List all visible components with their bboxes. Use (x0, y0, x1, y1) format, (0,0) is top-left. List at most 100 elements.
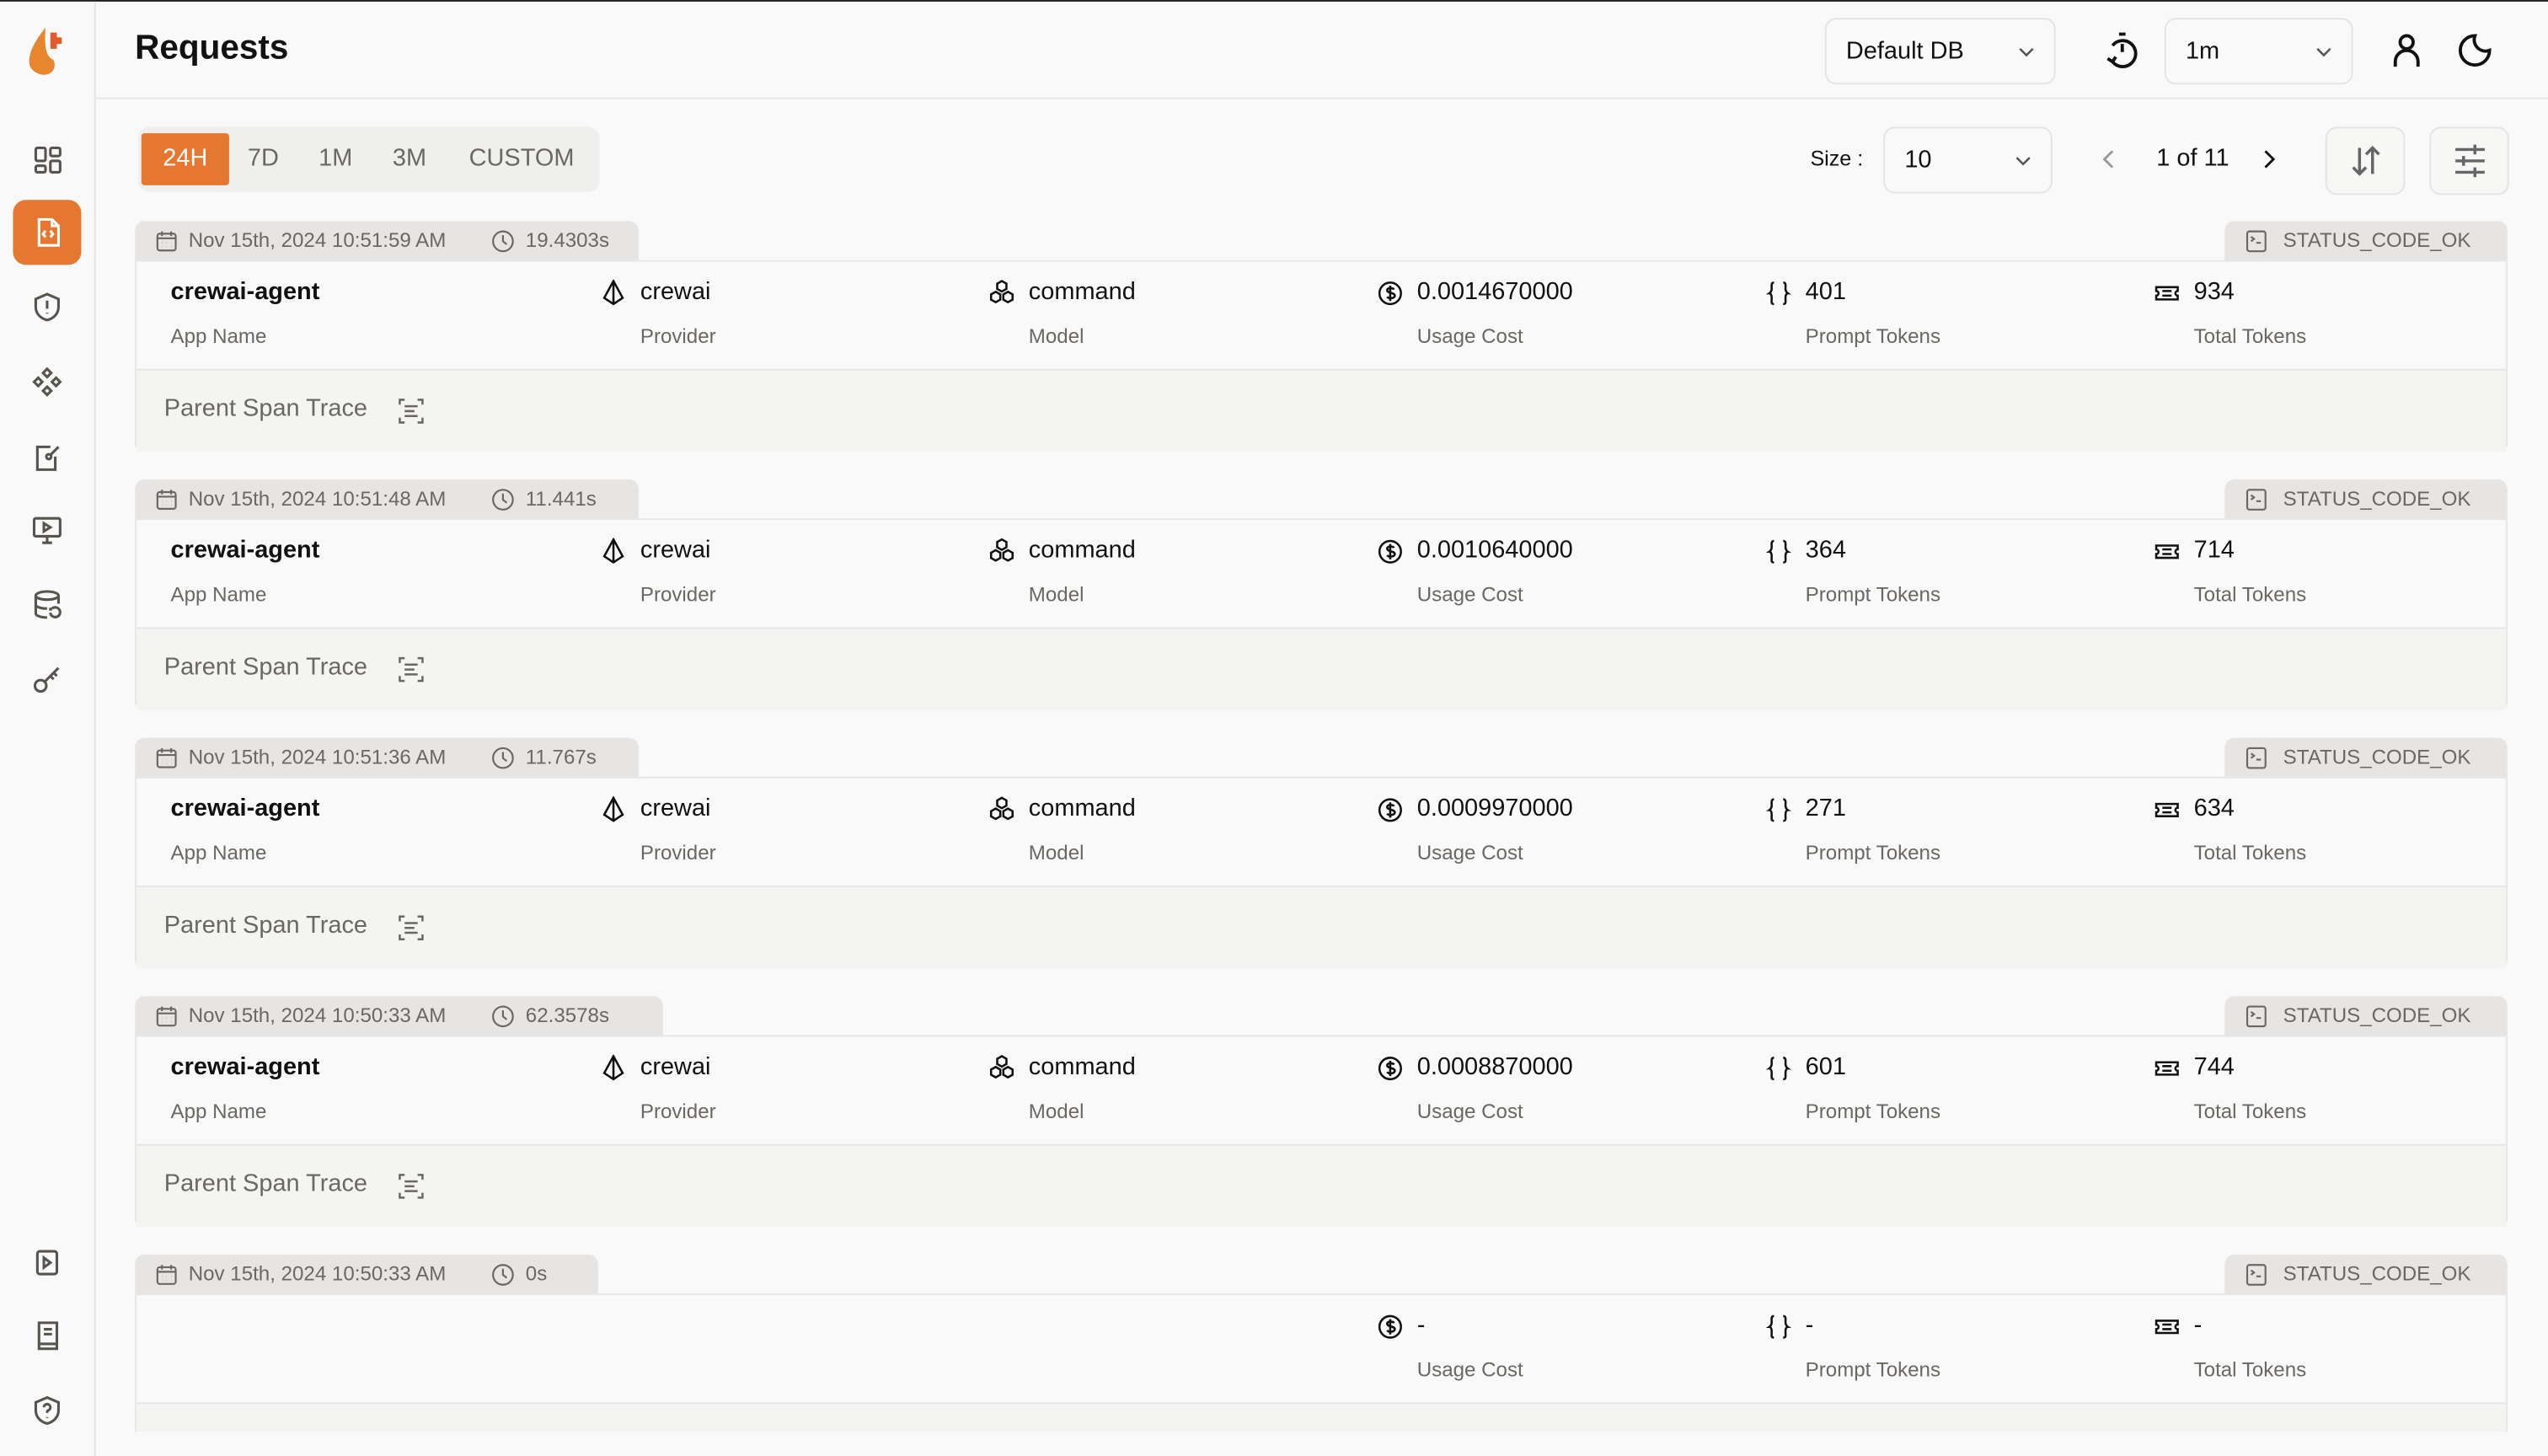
model-label: Model (1028, 1100, 1084, 1123)
database-icon (34, 590, 62, 619)
request-timestamp: Nov 15th, 2024 10:51:48 AM (188, 487, 447, 511)
parent-span-trace[interactable]: Parent Span Trace (136, 886, 2506, 969)
tab-3m[interactable]: 3M (392, 144, 427, 173)
prompt-tokens-value: 601 (1805, 1052, 1846, 1081)
sidebar-item-database[interactable] (13, 572, 81, 637)
parent-span-trace-label: Parent Span Trace (163, 394, 368, 423)
dark-mode-moon-icon[interactable] (2455, 31, 2494, 70)
request-card[interactable]: Nov 15th, 2024 10:50:33 AM 62.3578s STATU… (135, 996, 2508, 1228)
database-select[interactable]: Default DB (1824, 18, 2056, 85)
sort-button[interactable] (2325, 126, 2406, 195)
scan-text-icon[interactable] (399, 915, 425, 941)
request-timestamp: Nov 15th, 2024 10:51:59 AM (188, 228, 447, 252)
size-label: Size : (1810, 146, 1864, 171)
request-timestamp: Nov 15th, 2024 10:51:36 AM (188, 746, 447, 769)
app-name-value: crewai-agent (170, 277, 320, 306)
ticket-icon (2155, 286, 2179, 301)
refresh-interval-select[interactable]: 1m (2164, 18, 2353, 85)
parent-span-trace[interactable]: Parent Span Trace (136, 627, 2506, 710)
sidebar-item-dashboard[interactable] (13, 126, 81, 191)
request-meta-tab: Nov 15th, 2024 10:50:33 AM 0s (135, 1254, 598, 1294)
parent-span-trace-label: Parent Span Trace (164, 1428, 367, 1432)
tab-24h[interactable]: 24H (141, 133, 229, 185)
scan-text-icon[interactable] (399, 399, 425, 425)
usage-cost-label: Usage Cost (1416, 1358, 1523, 1382)
app-name-label: App Name (170, 583, 267, 607)
sliders-icon (2454, 144, 2484, 178)
provider-value: crewai (640, 795, 711, 822)
sidebar-item-requests[interactable] (13, 200, 82, 265)
request-timestamp: Nov 15th, 2024 10:50:33 AM (188, 1004, 447, 1027)
ticket-icon (2155, 1320, 2179, 1335)
model-icon (989, 280, 1014, 304)
tab-custom[interactable]: CUSTOM (468, 144, 575, 173)
request-duration: 0s (525, 1262, 548, 1286)
model-label: Model (1028, 842, 1084, 865)
filter-settings-button[interactable] (2429, 126, 2509, 195)
total-tokens-label: Total Tokens (2193, 324, 2307, 348)
sidebar-item-shield-question[interactable] (13, 1378, 81, 1443)
request-card[interactable]: Nov 15th, 2024 10:50:33 AM 0s STATUS_CODE… (135, 1254, 2508, 1432)
total-tokens-value: - (2193, 1311, 2203, 1340)
page-indicator: 1 of 11 (2156, 144, 2230, 173)
dollar-circle-icon (1378, 1314, 1402, 1339)
user-icon[interactable] (2387, 31, 2426, 70)
auto-refresh-icon[interactable] (2103, 31, 2142, 70)
parent-span-trace[interactable]: Parent Span Trace (136, 1143, 2506, 1228)
request-card[interactable]: Nov 15th, 2024 10:51:36 AM 11.767s STATUS… (135, 737, 2508, 969)
request-body: crewai-agent App Name crewai Provider comman… (135, 1035, 2508, 1228)
request-meta-tab: Nov 15th, 2024 10:50:33 AM 62.3578s (135, 996, 663, 1036)
total-tokens-label: Total Tokens (2193, 1358, 2307, 1382)
provider-icon (602, 796, 624, 822)
app-name-value: crewai-agent (170, 795, 320, 822)
prompt-tokens-label: Prompt Tokens (1805, 583, 1941, 607)
sidebar-item-play-square[interactable] (13, 1230, 81, 1295)
clock-icon (492, 488, 515, 510)
provider-icon (602, 1054, 624, 1081)
braces-icon (1765, 1057, 1791, 1081)
provider-value: crewai (640, 277, 711, 306)
status-badge: STATUS_CODE_OK (2224, 479, 2508, 519)
sidebar-item-book[interactable] (13, 1303, 81, 1368)
page-size-select[interactable]: 10 (1883, 126, 2053, 194)
request-card[interactable]: Nov 15th, 2024 10:51:48 AM 11.441s STATUS… (135, 479, 2508, 710)
sidebar-item-prompt-edit[interactable] (13, 424, 81, 489)
sidebar-item-key[interactable] (13, 647, 81, 712)
terminal-icon (2246, 746, 2267, 768)
model-label: Model (1028, 324, 1084, 348)
sidebar-item-monitor-play[interactable] (13, 497, 81, 562)
monitor-play-icon (32, 517, 62, 544)
status-code: STATUS_CODE_OK (2283, 1262, 2471, 1286)
braces-icon (1765, 1314, 1791, 1339)
sidebar-item-components[interactable] (13, 350, 81, 415)
prompt-tokens-label: Prompt Tokens (1805, 324, 1941, 348)
scan-text-icon[interactable] (399, 1173, 425, 1199)
parent-span-trace[interactable]: Parent Span Trace (136, 368, 2506, 452)
terminal-icon (2246, 1004, 2267, 1027)
page-size-value: 10 (1904, 146, 1932, 174)
dollar-circle-icon (1378, 1057, 1402, 1081)
braces-icon (1765, 539, 1791, 564)
scan-text-icon[interactable] (399, 656, 425, 682)
terminal-icon (2246, 229, 2267, 252)
parent-span-trace[interactable]: Parent Span Trace (136, 1402, 2506, 1432)
openlit-logo[interactable] (26, 24, 68, 77)
sidebar-item-shield-alert[interactable] (13, 275, 81, 340)
usage-cost-value: - (1416, 1311, 1426, 1340)
clock-icon (492, 746, 515, 768)
dollar-circle-icon (1378, 281, 1402, 306)
calendar-icon (156, 1005, 177, 1026)
parent-span-trace-label: Parent Span Trace (163, 653, 368, 682)
tab-7d[interactable]: 7D (247, 144, 279, 173)
total-tokens-value: 634 (2193, 795, 2235, 822)
provider-label: Provider (640, 583, 716, 607)
request-card[interactable]: Nov 15th, 2024 10:51:59 AM 19.4303s STATU… (135, 221, 2508, 452)
previous-page-icon[interactable] (2100, 148, 2119, 171)
request-list: Nov 15th, 2024 10:51:59 AM 19.4303s STATU… (135, 221, 2509, 1432)
tab-1m[interactable]: 1M (318, 144, 353, 173)
next-page-icon[interactable] (2259, 148, 2278, 171)
prompt-tokens-value: - (1805, 1311, 1814, 1340)
dashboard-icon (34, 146, 62, 174)
play-square-icon (35, 1250, 59, 1276)
status-code: STATUS_CODE_OK (2283, 228, 2471, 252)
